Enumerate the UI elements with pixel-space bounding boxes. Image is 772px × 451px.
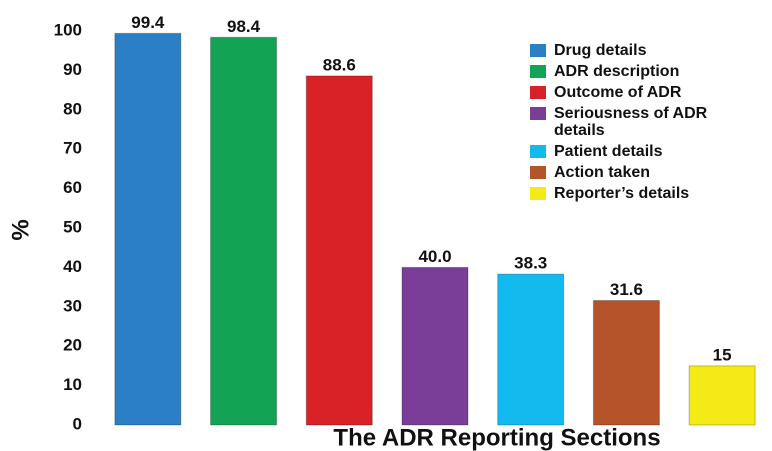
- bar: [688, 365, 756, 426]
- legend-label: Seriousness of ADR details: [554, 105, 708, 139]
- legend-item: Drug details: [530, 42, 745, 59]
- y-tick-label: 30: [63, 296, 82, 315]
- bar: [305, 75, 373, 426]
- legend-label: Action taken: [554, 164, 651, 181]
- legend-swatch: [530, 107, 546, 120]
- legend-swatch: [530, 86, 546, 99]
- legend-label: Reporter’s details: [554, 185, 690, 202]
- bar: [210, 36, 278, 426]
- x-axis-title: The ADR Reporting Sections: [333, 424, 660, 451]
- legend-item: ADR description: [530, 63, 745, 80]
- y-tick-label: 100: [54, 20, 82, 39]
- legend-item: Reporter’s details: [530, 185, 745, 202]
- y-tick-label: 90: [63, 60, 82, 79]
- y-tick-label: 50: [63, 217, 82, 236]
- legend-swatch: [530, 166, 546, 179]
- legend-label: Outcome of ADR: [554, 84, 682, 101]
- legend-swatch: [530, 145, 546, 158]
- y-tick-label: 0: [73, 414, 82, 433]
- bar: [592, 299, 660, 426]
- y-tick-label: 60: [63, 178, 82, 197]
- bar: [497, 273, 565, 426]
- y-axis-title: %: [7, 219, 34, 240]
- data-label: 40.0: [418, 247, 451, 266]
- data-label: 38.3: [514, 254, 547, 273]
- data-label: 31.6: [610, 280, 643, 299]
- legend-label: Patient details: [554, 143, 663, 160]
- legend-item: Outcome of ADR: [530, 84, 745, 101]
- data-label: 98.4: [227, 17, 261, 36]
- y-tick-label: 70: [63, 139, 82, 158]
- legend-swatch: [530, 187, 546, 200]
- bar: [401, 266, 469, 426]
- data-label: 88.6: [323, 55, 356, 74]
- legend-label: ADR description: [554, 63, 680, 80]
- legend-item: Patient details: [530, 143, 745, 160]
- y-tick-label: 10: [63, 375, 82, 394]
- data-label: 99.4: [131, 13, 165, 32]
- legend-item: Seriousness of ADR details: [530, 105, 745, 139]
- legend-swatch: [530, 65, 546, 78]
- legend-label: Drug details: [554, 42, 647, 59]
- y-tick-label: 80: [63, 99, 82, 118]
- bar: [114, 32, 182, 426]
- data-label: 15: [713, 345, 732, 364]
- y-tick-label: 40: [63, 257, 82, 276]
- legend: Drug details ADR description Outcome of AD…: [530, 42, 745, 206]
- legend-item: Action taken: [530, 164, 745, 181]
- legend-swatch: [530, 44, 546, 57]
- y-tick-label: 20: [63, 336, 82, 355]
